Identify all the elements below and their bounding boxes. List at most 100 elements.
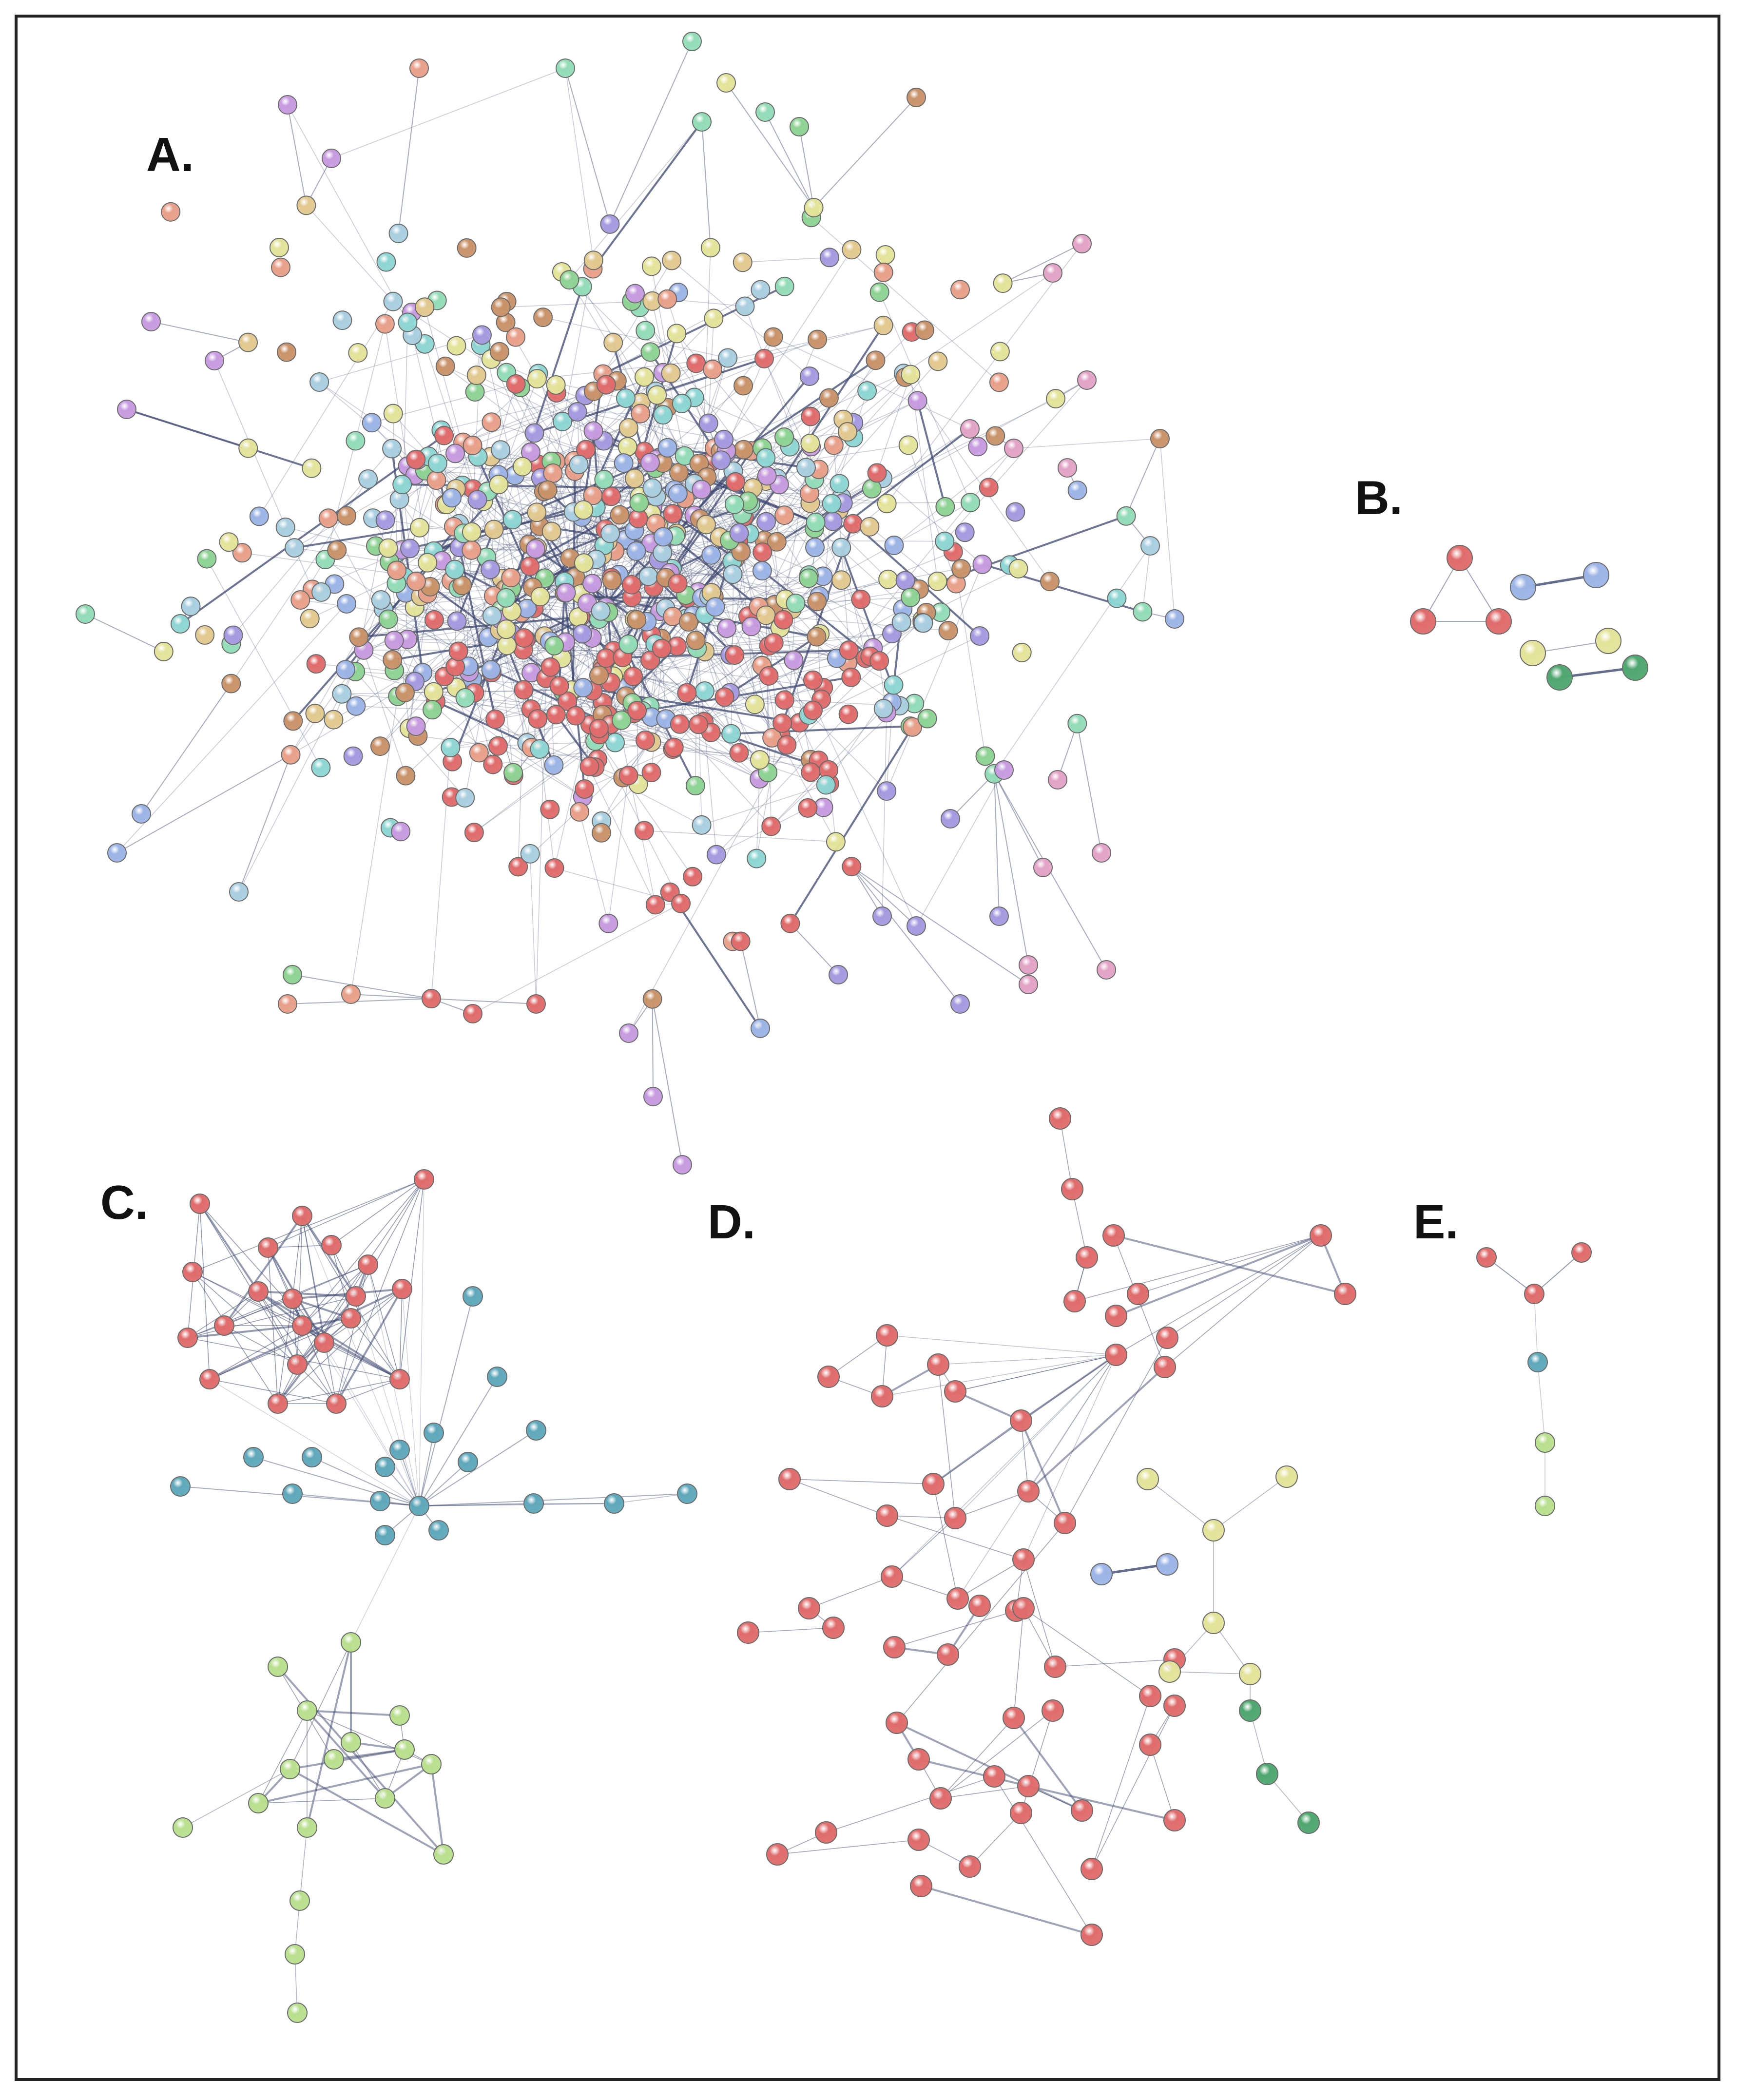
network-node bbox=[733, 252, 753, 272]
network-edge bbox=[955, 1354, 1117, 1392]
network-edge bbox=[740, 941, 761, 1029]
network-node bbox=[221, 674, 241, 694]
network-node bbox=[959, 1855, 981, 1878]
network-edge bbox=[918, 1758, 1029, 1787]
network-node bbox=[614, 453, 634, 473]
network-edge bbox=[876, 374, 911, 473]
network-node bbox=[392, 475, 412, 495]
network-edge bbox=[268, 1245, 332, 1248]
network-node bbox=[400, 539, 420, 559]
network-node bbox=[800, 366, 820, 386]
network-node bbox=[817, 1366, 840, 1388]
network-edge bbox=[209, 1379, 420, 1506]
network-node bbox=[248, 1793, 269, 1813]
network-node bbox=[843, 514, 863, 534]
network-node bbox=[287, 2003, 308, 2023]
network-edge bbox=[350, 1318, 400, 1380]
network-node bbox=[686, 353, 706, 373]
network-node bbox=[346, 1286, 366, 1307]
network-node bbox=[716, 73, 736, 93]
network-node bbox=[421, 989, 441, 1009]
network-node bbox=[540, 657, 560, 677]
network-node bbox=[610, 505, 630, 525]
network-edge bbox=[1021, 1354, 1117, 1421]
network-edge bbox=[350, 994, 431, 1000]
network-node bbox=[370, 1491, 390, 1511]
network-node bbox=[618, 766, 638, 786]
network-node bbox=[917, 709, 937, 729]
network-edge bbox=[611, 471, 734, 578]
network-node bbox=[600, 214, 620, 234]
network-node bbox=[745, 694, 765, 714]
network-node bbox=[725, 472, 745, 492]
network-node bbox=[358, 1254, 378, 1275]
network-node bbox=[296, 195, 316, 215]
network-node bbox=[1019, 955, 1038, 975]
network-edge bbox=[672, 513, 736, 559]
network-edge bbox=[1021, 1420, 1029, 1492]
network-edge bbox=[1091, 1705, 1175, 1869]
network-node bbox=[506, 327, 526, 347]
network-node bbox=[383, 404, 403, 424]
network-node bbox=[484, 520, 504, 539]
network-node bbox=[696, 515, 716, 535]
network-node bbox=[784, 650, 804, 670]
network-node bbox=[463, 435, 482, 455]
network-node bbox=[1017, 1480, 1040, 1503]
network-node bbox=[527, 502, 547, 522]
network-node bbox=[907, 1829, 930, 1851]
network-node bbox=[302, 458, 322, 478]
network-edge bbox=[950, 773, 995, 819]
network-node bbox=[755, 102, 775, 122]
network-edge bbox=[882, 1354, 1117, 1397]
network-edge bbox=[851, 866, 961, 1004]
network-edge bbox=[851, 866, 917, 926]
network-edge bbox=[637, 619, 774, 643]
network-edge bbox=[669, 891, 761, 1029]
network-edge bbox=[290, 1749, 405, 1770]
network-edge bbox=[887, 1515, 956, 1519]
network-node bbox=[842, 240, 862, 260]
network-node bbox=[591, 601, 611, 621]
network-node bbox=[503, 763, 523, 783]
network-node bbox=[806, 512, 826, 532]
network-node bbox=[873, 262, 893, 282]
network-node bbox=[807, 627, 827, 647]
network-edge bbox=[277, 1666, 444, 1855]
network-node bbox=[1067, 713, 1087, 733]
network-node bbox=[851, 589, 871, 609]
network-node bbox=[645, 895, 665, 915]
network-node bbox=[895, 571, 915, 591]
network-node bbox=[1076, 1246, 1098, 1269]
network-node bbox=[424, 1423, 444, 1443]
network-node bbox=[579, 756, 599, 776]
network-node bbox=[1535, 1496, 1555, 1516]
network-node bbox=[556, 58, 575, 78]
network-node bbox=[452, 576, 472, 596]
network-node bbox=[1005, 502, 1025, 522]
network-node bbox=[928, 351, 948, 371]
network-node bbox=[883, 1636, 906, 1658]
network-node bbox=[704, 308, 724, 328]
network-edge bbox=[199, 1203, 298, 1365]
network-node bbox=[756, 448, 776, 468]
network-edge bbox=[294, 526, 420, 549]
network-node bbox=[968, 1595, 991, 1617]
network-node bbox=[395, 683, 415, 703]
network-node bbox=[1410, 608, 1436, 635]
network-edge bbox=[419, 1296, 473, 1506]
network-node bbox=[640, 342, 660, 362]
network-edge bbox=[905, 377, 1050, 582]
network-node bbox=[689, 714, 709, 734]
network-node bbox=[901, 365, 921, 385]
network-edge bbox=[345, 525, 540, 670]
network-edge bbox=[893, 448, 1014, 546]
network-edge bbox=[85, 614, 164, 652]
network-node bbox=[989, 372, 1009, 392]
network-edge bbox=[652, 999, 683, 1165]
network-node bbox=[842, 857, 862, 877]
network-node bbox=[594, 470, 614, 490]
network-node bbox=[491, 440, 511, 460]
network-node bbox=[815, 1821, 837, 1844]
